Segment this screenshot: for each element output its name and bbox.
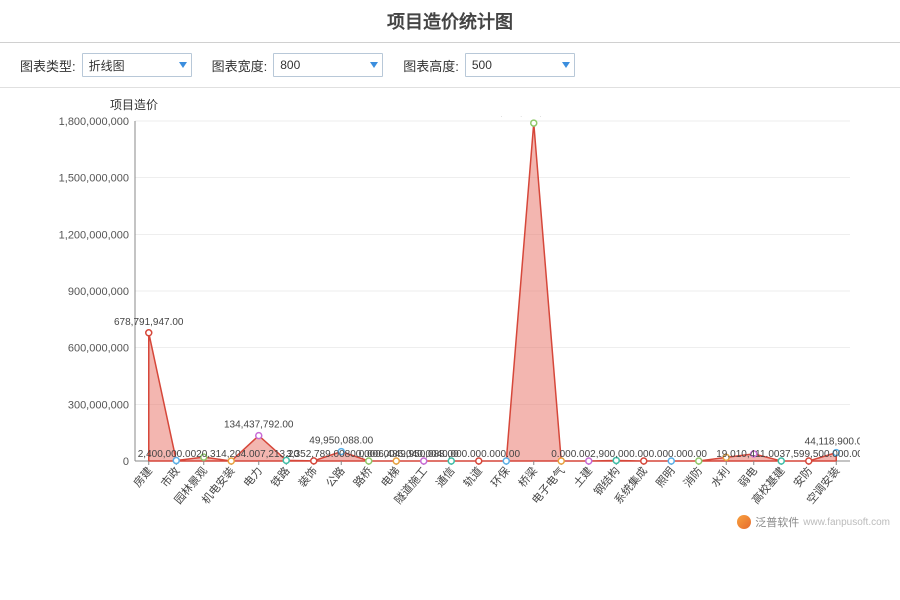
chart-type-select[interactable]: 折线图 [82,53,192,77]
svg-text:弱电: 弱电 [736,465,760,490]
svg-text:房建: 房建 [130,464,155,490]
svg-text:134,437,792.00: 134,437,792.00 [224,420,294,431]
cost-chart: 0 300,000,000 600,000,000 900,000,000 1,200,… [40,116,860,536]
page-title: 项目造价统计图 [0,8,900,34]
chevron-down-icon [370,62,378,68]
svg-text:安防: 安防 [790,464,815,490]
svg-text:678,791,947.00: 678,791,947.00 [114,317,184,328]
svg-text:1,789,000,000.00: 1,789,000,000.00 [495,116,573,118]
svg-text:装饰: 装饰 [295,464,320,490]
svg-text:照明: 照明 [653,465,677,490]
svg-text:桥梁: 桥梁 [515,464,540,490]
svg-text:0.006,486.040.0040,000.000.000: 0.006,486.040.0040,000.000.000.00 [359,449,521,460]
chart-area: 项目造价 0 300,000,000 600,000,000 900,000,000 1… [0,88,900,536]
chart-height-label: 图表高度: [403,56,459,75]
svg-text:1,500,000,000: 1,500,000,000 [59,173,129,185]
chart-type-value: 折线图 [89,57,125,74]
svg-text:土建: 土建 [570,464,595,490]
svg-text:电力: 电力 [241,465,265,490]
svg-text:900,000,000: 900,000,000 [68,286,129,298]
chevron-down-icon [562,62,570,68]
svg-text:市政: 市政 [158,464,183,490]
watermark: 泛普软件 www.fanpusoft.com [737,514,890,530]
svg-text:2,400,000.0020,314,204.007,213: 2,400,000.0020,314,204.007,213.20 [138,449,300,460]
chart-controls: 图表类型: 折线图 图表宽度: 800 图表高度: 500 [0,43,900,88]
svg-text:水利: 水利 [708,465,732,490]
svg-text:电梯: 电梯 [378,465,402,490]
svg-text:1,800,000,000: 1,800,000,000 [59,116,129,128]
svg-text:600,000,000: 600,000,000 [68,343,129,355]
svg-text:公路: 公路 [323,465,347,490]
svg-text:300,000,000: 300,000,000 [68,399,129,411]
svg-text:0: 0 [123,456,129,468]
svg-text:44,118,900.00: 44,118,900.00 [805,437,860,448]
chart-width-value: 800 [280,58,300,72]
svg-text:通信: 通信 [433,465,457,490]
svg-text:消防: 消防 [680,464,705,490]
chevron-down-icon [179,62,187,68]
chart-height-select[interactable]: 500 [465,53,575,77]
svg-text:49,950,088.00: 49,950,088.00 [309,436,373,447]
svg-text:路桥: 路桥 [351,465,375,490]
brand-logo-icon [737,515,751,529]
svg-text:19,010,411.0037,599,500.000.00: 19,010,411.0037,599,500.000.000.00 [716,449,860,460]
chart-width-label: 图表宽度: [212,56,268,75]
svg-text:1,200,000,000: 1,200,000,000 [59,229,129,241]
chart-width-select[interactable]: 800 [273,53,383,77]
svg-text:轨道: 轨道 [460,464,485,490]
brand-name: 泛普软件 [755,514,799,530]
chart-type-label: 图表类型: [20,56,76,75]
chart-height-value: 500 [472,58,492,72]
svg-text:0.000.002,900,000.000.000.000.: 0.000.002,900,000.000.000.000.00 [551,449,707,460]
svg-text:环保: 环保 [488,464,513,490]
y-axis-title: 项目造价 [110,96,158,113]
svg-text:铁路: 铁路 [268,465,292,490]
brand-url: www.fanpusoft.com [803,517,890,528]
